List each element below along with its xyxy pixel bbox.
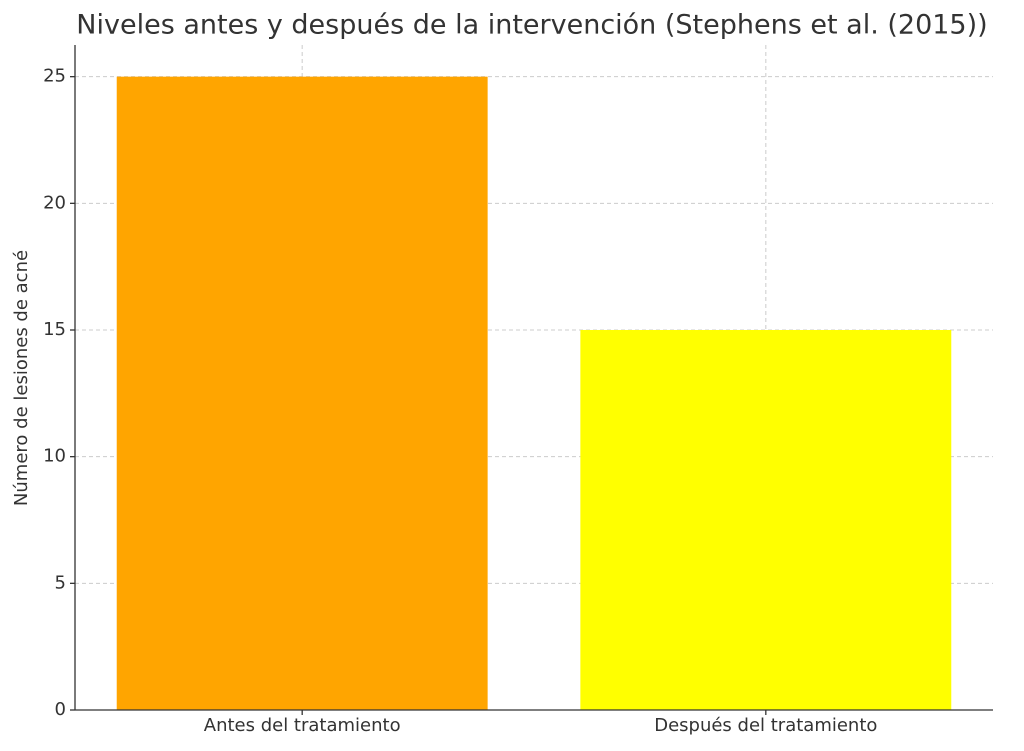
y-tick-label: 10 bbox=[43, 446, 66, 467]
y-axis-label: Número de lesiones de acné bbox=[11, 250, 32, 506]
y-tick-label: 0 bbox=[55, 699, 66, 720]
y-tick-label: 25 bbox=[43, 66, 66, 87]
x-tick-label: Antes del tratamiento bbox=[204, 715, 401, 736]
y-tick-label: 20 bbox=[43, 192, 66, 213]
x-tick-label: Después del tratamiento bbox=[654, 715, 877, 736]
y-tick-label: 5 bbox=[55, 572, 66, 593]
chart-title: Niveles antes y después de la intervenci… bbox=[76, 10, 987, 41]
bar bbox=[116, 76, 488, 710]
bar bbox=[580, 330, 952, 710]
y-tick-label: 15 bbox=[43, 319, 66, 340]
